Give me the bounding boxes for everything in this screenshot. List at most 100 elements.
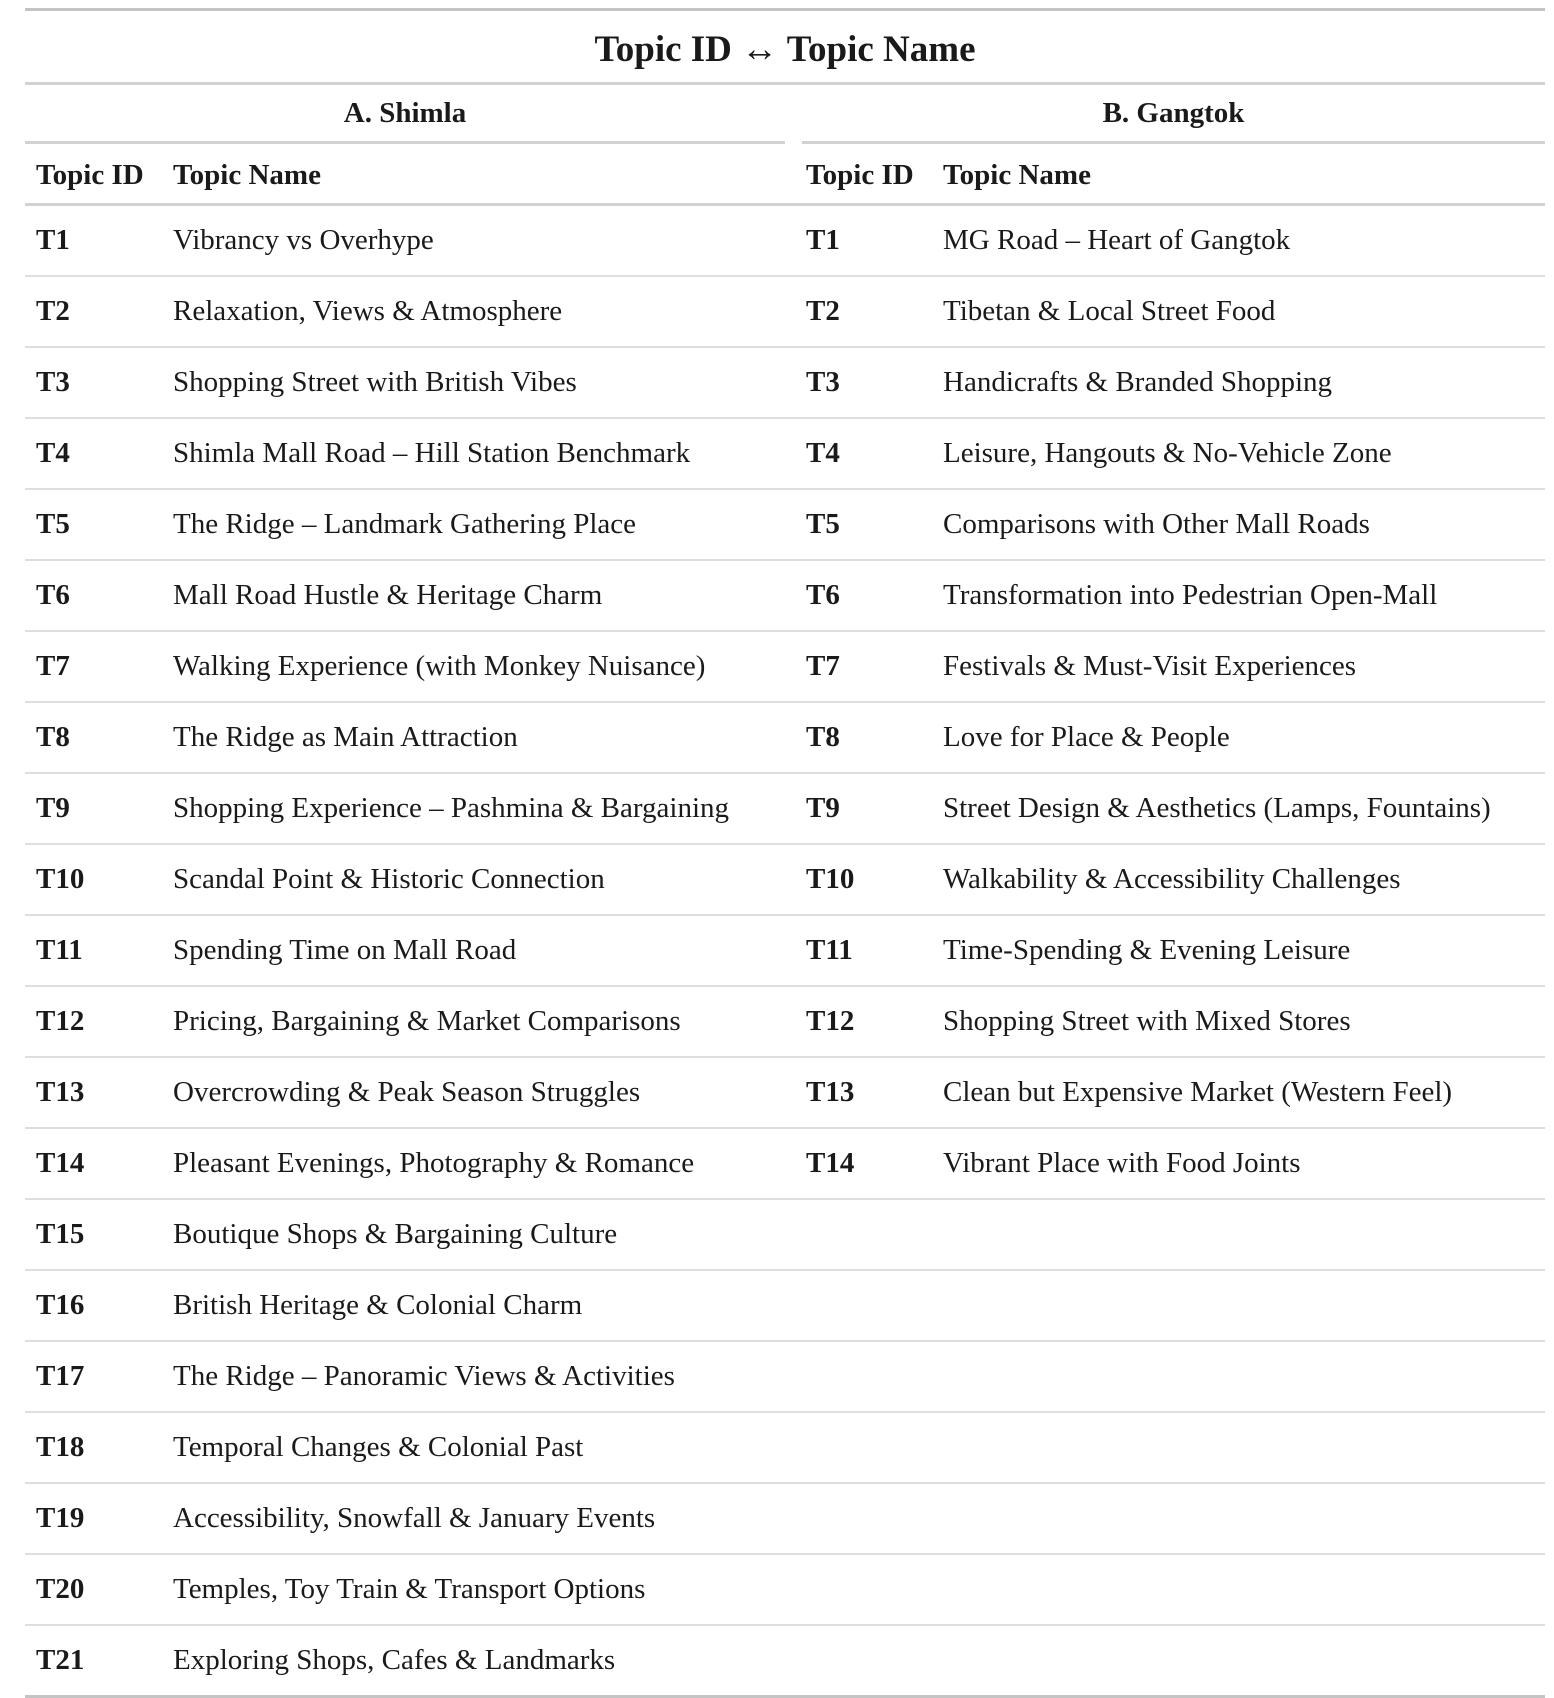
gangtok-topic-id: T3 — [806, 366, 840, 398]
shimla-topic-name: Vibrancy vs Overhype — [173, 224, 434, 256]
gangtok-topic-name: Time-Spending & Evening Leisure — [943, 934, 1351, 966]
gangtok-topic-id: T4 — [806, 437, 840, 469]
column-header-gangtok-topic-id: Topic ID — [806, 159, 914, 191]
gangtok-topic-name: Handicrafts & Branded Shopping — [943, 366, 1333, 398]
shimla-topic-id: T15 — [36, 1218, 85, 1250]
shimla-topic-name: Boutique Shops & Bargaining Culture — [173, 1218, 618, 1250]
gangtok-topic-name: Walkability & Accessibility Challenges — [943, 863, 1401, 895]
title-rule — [25, 82, 1545, 85]
shimla-topic-name: Mall Road Hustle & Heritage Charm — [173, 579, 603, 611]
table-row: T3 Shopping Street with British Vibes T3 Ha… — [25, 348, 1545, 419]
gangtok-topic-id: T1 — [806, 224, 840, 256]
shimla-topic-id: T20 — [36, 1573, 85, 1605]
table-row: T20 Temples, Toy Train & Transport Option… — [25, 1555, 1545, 1626]
gangtok-topic-name: Shopping Street with Mixed Stores — [943, 1005, 1351, 1037]
shimla-topic-id: T19 — [36, 1502, 85, 1534]
shimla-topic-name: Overcrowding & Peak Season Struggles — [173, 1076, 641, 1108]
table-row: T14 Pleasant Evenings, Photography & Roma… — [25, 1129, 1545, 1200]
gangtok-topic-id: T2 — [806, 295, 840, 327]
shimla-topic-name: Scandal Point & Historic Connection — [173, 863, 605, 895]
table-row: T18 Temporal Changes & Colonial Past — [25, 1413, 1545, 1484]
table-row: T7 Walking Experience (with Monkey Nuisan… — [25, 632, 1545, 703]
table-row: T8 The Ridge as Main Attraction T8 Love for… — [25, 703, 1545, 774]
table-body: T1 Vibrancy vs Overhype T1 MG Road – Heart … — [25, 206, 1545, 1697]
table-row: T11 Spending Time on Mall Road T11 Time-Spe… — [25, 916, 1545, 987]
shimla-topic-name: Exploring Shops, Cafes & Landmarks — [173, 1644, 616, 1676]
group-rule-gangtok — [802, 141, 1545, 144]
table-row: T12 Pricing, Bargaining & Market Comparis… — [25, 987, 1545, 1058]
gangtok-topic-id: T10 — [806, 863, 855, 895]
table-row: T16 British Heritage & Colonial Charm — [25, 1271, 1545, 1342]
shimla-topic-name: Accessibility, Snowfall & January Events — [173, 1502, 656, 1534]
gangtok-topic-id: T13 — [806, 1076, 855, 1108]
gangtok-topic-id: T7 — [806, 650, 840, 682]
gangtok-topic-name: Transformation into Pedestrian Open-Mall — [943, 579, 1438, 611]
shimla-topic-id: T13 — [36, 1076, 85, 1108]
gangtok-topic-id: T9 — [806, 792, 840, 824]
column-header-rule — [25, 203, 1545, 206]
shimla-topic-name: Pricing, Bargaining & Market Comparisons — [173, 1005, 681, 1037]
shimla-topic-id: T12 — [36, 1005, 85, 1037]
table-row: T5 The Ridge – Landmark Gathering Place T5… — [25, 490, 1545, 561]
shimla-topic-name: Shopping Street with British Vibes — [173, 366, 577, 398]
shimla-topic-id: T18 — [36, 1431, 85, 1463]
table-row: T1 Vibrancy vs Overhype T1 MG Road – Heart … — [25, 206, 1545, 277]
gangtok-topic-name: Street Design & Aesthetics (Lamps, Fount… — [943, 792, 1491, 824]
shimla-topic-id: T7 — [36, 650, 70, 682]
gangtok-topic-id: T8 — [806, 721, 840, 753]
shimla-topic-name: Pleasant Evenings, Photography & Romance — [173, 1147, 695, 1179]
gangtok-topic-id: T6 — [806, 579, 840, 611]
shimla-topic-id: T17 — [36, 1360, 85, 1392]
gangtok-topic-id: T11 — [806, 934, 853, 966]
group-header-gangtok: B. Gangtok — [1102, 97, 1245, 129]
gangtok-topic-name: Leisure, Hangouts & No-Vehicle Zone — [943, 437, 1392, 469]
table-row: T17 The Ridge – Panoramic Views & Activit… — [25, 1342, 1545, 1413]
table-top-rule — [25, 8, 1545, 11]
gangtok-topic-name: Clean but Expensive Market (Western Feel… — [943, 1076, 1453, 1108]
table-row: T13 Overcrowding & Peak Season Struggles T… — [25, 1058, 1545, 1129]
shimla-topic-id: T10 — [36, 863, 85, 895]
shimla-topic-id: T11 — [36, 934, 83, 966]
shimla-topic-id: T16 — [36, 1289, 85, 1321]
shimla-topic-name: Temporal Changes & Colonial Past — [173, 1431, 584, 1463]
shimla-topic-name: Shimla Mall Road – Hill Station Benchmar… — [173, 437, 691, 469]
shimla-topic-id: T14 — [36, 1147, 85, 1179]
shimla-topic-id: T2 — [36, 295, 70, 327]
gangtok-topic-id: T5 — [806, 508, 840, 540]
table-row: T6 Mall Road Hustle & Heritage Charm T6 Tra… — [25, 561, 1545, 632]
table-row: T10 Scandal Point & Historic Connection T1… — [25, 845, 1545, 916]
group-header-shimla: A. Shimla — [343, 97, 467, 129]
shimla-topic-id: T6 — [36, 579, 70, 611]
shimla-topic-id: T3 — [36, 366, 70, 398]
gangtok-topic-name: Comparisons with Other Mall Roads — [943, 508, 1370, 540]
gangtok-topic-name: Love for Place & People — [943, 721, 1230, 753]
shimla-topic-id: T1 — [36, 224, 70, 256]
shimla-topic-id: T4 — [36, 437, 70, 469]
shimla-topic-name: Shopping Experience – Pashmina & Bargain… — [173, 792, 730, 824]
shimla-topic-name: Relaxation, Views & Atmosphere — [173, 295, 563, 327]
shimla-topic-name: The Ridge – Landmark Gathering Place — [173, 508, 637, 540]
gangtok-topic-id: T12 — [806, 1005, 855, 1037]
table-row: T15 Boutique Shops & Bargaining Culture — [25, 1200, 1545, 1271]
shimla-topic-name: The Ridge as Main Attraction — [173, 721, 518, 753]
column-header-shimla-topic-id: Topic ID — [36, 159, 144, 191]
table-title: Topic ID ↔ Topic Name — [594, 29, 976, 70]
gangtok-topic-name: Vibrant Place with Food Joints — [943, 1147, 1301, 1179]
gangtok-topic-name: Festivals & Must-Visit Experiences — [943, 650, 1357, 682]
shimla-topic-id: T21 — [36, 1644, 85, 1676]
table-row: T21 Exploring Shops, Cafes & Landmarks — [25, 1626, 1545, 1697]
shimla-topic-name: Spending Time on Mall Road — [173, 934, 517, 966]
shimla-topic-name: British Heritage & Colonial Charm — [173, 1289, 583, 1321]
shimla-topic-name: Walking Experience (with Monkey Nuisance… — [173, 650, 706, 682]
gangtok-topic-name: MG Road – Heart of Gangtok — [943, 224, 1291, 256]
shimla-topic-id: T5 — [36, 508, 70, 540]
column-header-shimla-topic-name: Topic Name — [173, 159, 321, 191]
shimla-topic-name: The Ridge – Panoramic Views & Activities — [173, 1360, 675, 1392]
table-row: T19 Accessibility, Snowfall & January Eve… — [25, 1484, 1545, 1555]
column-header-gangtok-topic-name: Topic Name — [943, 159, 1091, 191]
shimla-topic-id: T8 — [36, 721, 70, 753]
gangtok-topic-name: Tibetan & Local Street Food — [943, 295, 1276, 327]
table-row: T4 Shimla Mall Road – Hill Station Benchm… — [25, 419, 1545, 490]
table-row: T9 Shopping Experience – Pashmina & Barga… — [25, 774, 1545, 845]
gangtok-topic-id: T14 — [806, 1147, 855, 1179]
